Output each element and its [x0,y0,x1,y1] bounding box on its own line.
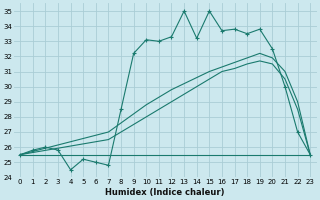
X-axis label: Humidex (Indice chaleur): Humidex (Indice chaleur) [106,188,225,197]
